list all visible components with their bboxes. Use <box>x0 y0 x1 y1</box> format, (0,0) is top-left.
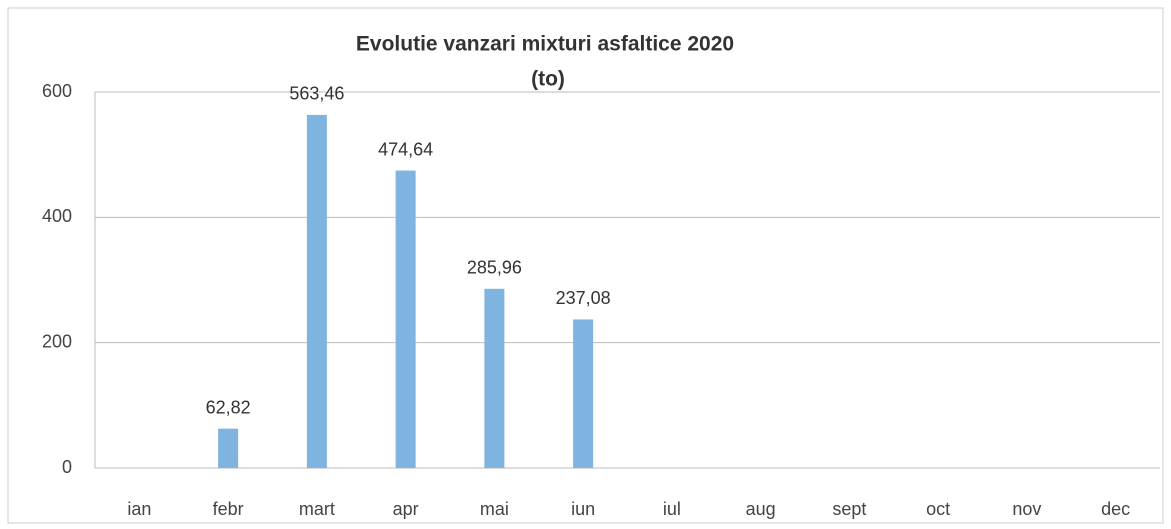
chart-title: Evolutie vanzari mixturi asfaltice 2020 <box>356 33 734 56</box>
x-tick-label: sept <box>832 499 866 519</box>
value-label: 285,96 <box>467 258 522 278</box>
bar <box>218 428 239 468</box>
x-tick-label: oct <box>926 499 950 519</box>
x-tick-label: dec <box>1101 499 1130 519</box>
bar <box>573 319 594 468</box>
chart-frame <box>7 7 1164 524</box>
x-tick-label: nov <box>1012 499 1041 519</box>
y-tick-label: 200 <box>42 331 72 351</box>
bar <box>395 170 416 468</box>
x-tick-label: febr <box>213 499 244 519</box>
x-tick-label: mai <box>480 499 509 519</box>
y-tick-label: 0 <box>62 457 72 477</box>
chart-subtitle: (to) <box>531 68 565 91</box>
x-tick-label: aug <box>746 499 776 519</box>
x-tick-label: iul <box>663 499 681 519</box>
bar <box>484 288 505 468</box>
x-tick-label: apr <box>393 499 419 519</box>
x-tick-label: mart <box>299 499 335 519</box>
bar <box>306 114 327 468</box>
value-label: 237,08 <box>556 288 611 308</box>
y-tick-label: 600 <box>42 81 72 101</box>
value-label: 474,64 <box>378 139 433 159</box>
value-label: 563,46 <box>289 84 344 104</box>
x-tick-label: iun <box>571 499 595 519</box>
value-label: 62,82 <box>206 397 251 417</box>
y-tick-label: 400 <box>42 206 72 226</box>
x-tick-label: ian <box>127 499 151 519</box>
